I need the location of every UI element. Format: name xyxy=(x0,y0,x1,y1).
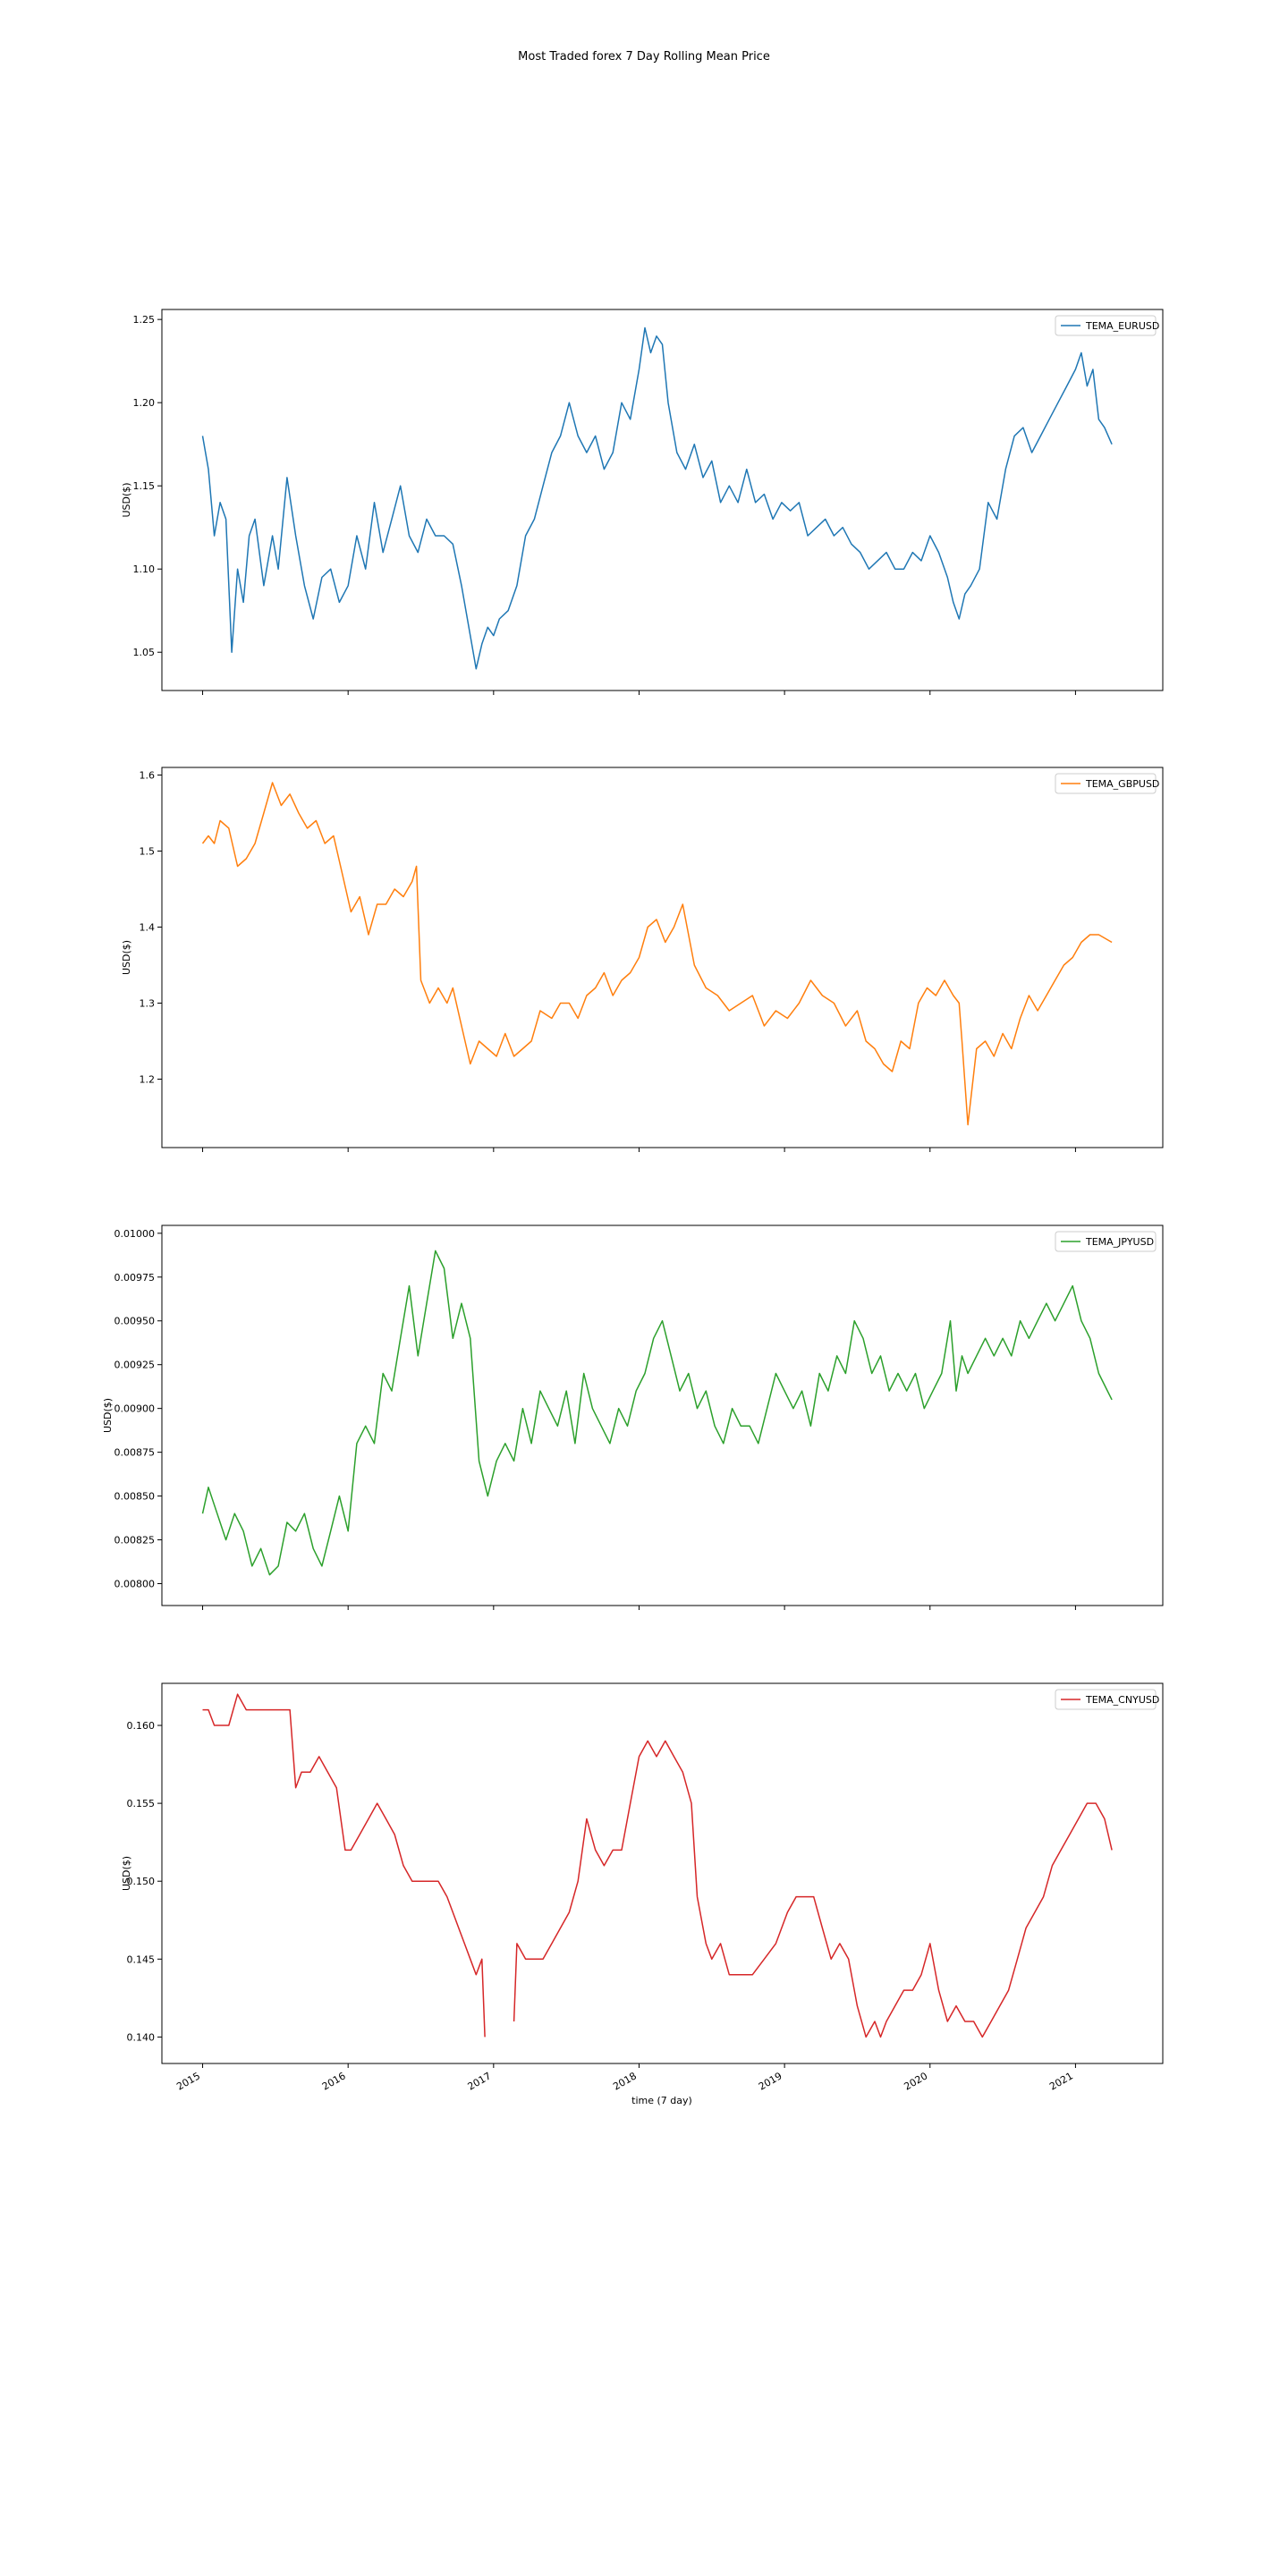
y-tick-label: 1.3 xyxy=(140,998,156,1010)
y-tick-label: 1.25 xyxy=(133,314,156,326)
series-line-tema_eurusd xyxy=(201,326,1113,670)
y-tick-label: 0.00975 xyxy=(114,1272,156,1284)
y-tick-label: 0.00825 xyxy=(114,1535,156,1546)
y-tick-label: 0.00925 xyxy=(114,1360,156,1371)
y-tick-label: 0.00850 xyxy=(114,1491,156,1503)
subplot-2: 1.2 1.3 1.4 1.5 1.6 USD($) TEMA_GBPUSD xyxy=(121,767,1164,1152)
series-line-tema_jpyusd xyxy=(201,1250,1113,1576)
legend-label: TEMA_JPYUSD xyxy=(1085,1236,1154,1248)
y-tick-label: 1.6 xyxy=(140,770,156,782)
y-axis-label: USD($) xyxy=(121,1856,132,1891)
y-tick-label: 1.4 xyxy=(140,922,156,934)
y-tick-label: 0.150 xyxy=(127,1876,156,1887)
y-tick-label: 1.20 xyxy=(133,397,156,409)
y-tick-label: 0.00875 xyxy=(114,1447,156,1459)
y-tick-label: 0.00800 xyxy=(114,1579,156,1590)
axes-frame xyxy=(161,1224,1164,1606)
axes-frame xyxy=(161,309,1164,691)
y-tick-label: 0.140 xyxy=(127,2031,156,2043)
subplot-1: 1.05 1.10 1.15 1.20 1.25 USD($) TEMA_EURUSD xyxy=(121,309,1164,695)
legend-label: TEMA_GBPUSD xyxy=(1085,778,1159,790)
legend-box xyxy=(1055,1231,1157,1252)
y-axis-label: USD($) xyxy=(102,1398,114,1433)
y-tick-label: 1.05 xyxy=(133,647,156,658)
y-tick-label: 1.15 xyxy=(133,480,156,492)
y-tick-label: 1.2 xyxy=(140,1074,156,1086)
y-tick-label: 0.155 xyxy=(127,1798,156,1809)
legend-label: TEMA_EURUSD xyxy=(1085,320,1159,332)
legend-box xyxy=(1055,1689,1157,1710)
series-line-tema_cnyusd xyxy=(202,1693,1113,2038)
x-axis-label: time (7 day) xyxy=(631,2095,692,2106)
axes-frame xyxy=(161,767,1164,1148)
legend-box xyxy=(1055,773,1157,794)
axes-frame xyxy=(161,1682,1164,2064)
y-tick-label: 0.145 xyxy=(127,1953,156,1965)
subplot-3: 0.00800 0.00825 0.00850 0.00875 0.00900 0.009… xyxy=(102,1224,1164,1610)
figure-title: Most Traded forex 7 Day Rolling Mean Pri… xyxy=(518,50,770,64)
y-axis-label: USD($) xyxy=(121,940,132,975)
y-tick-label: 0.00950 xyxy=(114,1316,156,1327)
y-tick-label: 1.10 xyxy=(133,564,156,575)
legend-label: TEMA_CNYUSD xyxy=(1085,1694,1159,1706)
y-tick-label: 0.00900 xyxy=(114,1403,156,1415)
y-tick-label: 0.160 xyxy=(127,1720,156,1732)
y-tick-label: 0.01000 xyxy=(114,1228,156,1240)
y-axis-label: USD($) xyxy=(121,482,132,517)
series-line-tema_gbpusd xyxy=(201,782,1113,1126)
y-tick-label: 1.5 xyxy=(140,846,156,858)
legend-box xyxy=(1055,315,1157,336)
